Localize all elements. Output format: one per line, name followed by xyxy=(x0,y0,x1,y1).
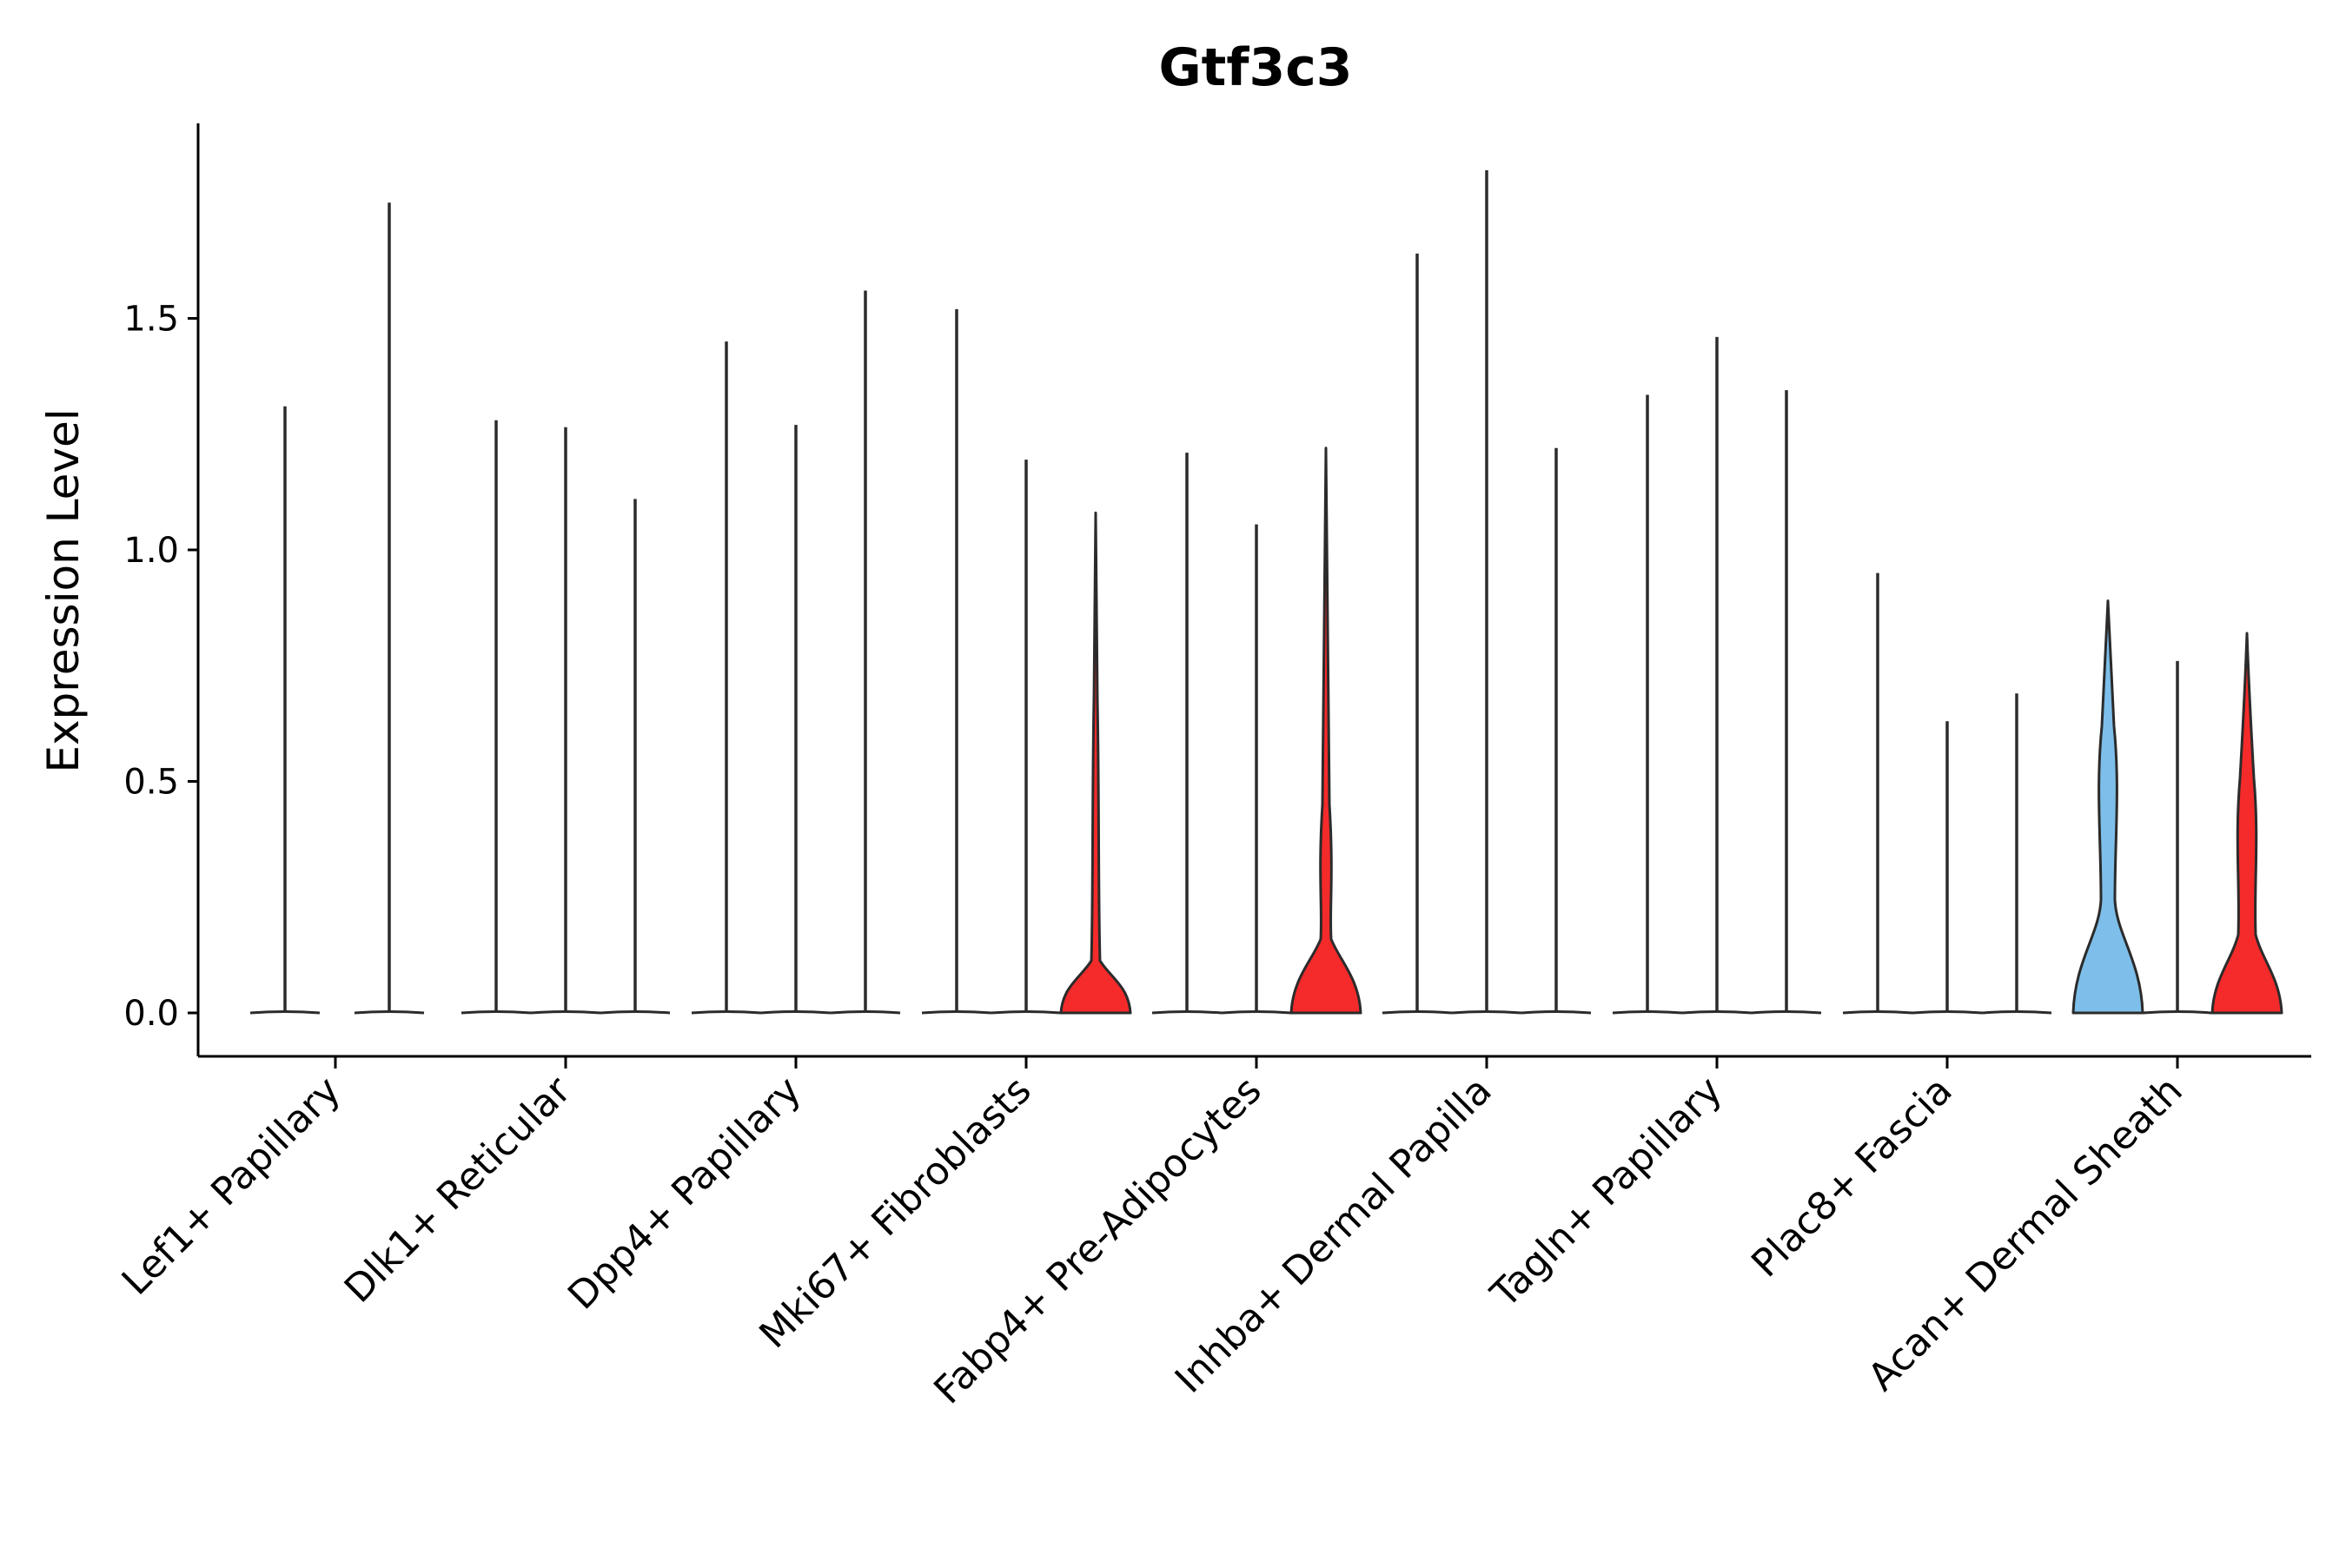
chart-title: Gtf3c3 xyxy=(1158,37,1352,98)
x-tick-label: Lef1+ Papillary xyxy=(114,1068,349,1304)
violin-group xyxy=(1151,447,1362,1015)
violin xyxy=(1059,511,1132,1015)
y-axis-label: Expression Level xyxy=(38,408,89,772)
x-tick-label: Dpp4+ Papillary xyxy=(560,1068,810,1319)
violin-group xyxy=(249,202,425,1015)
violin xyxy=(2210,632,2283,1015)
y-tick-label: 0.5 xyxy=(123,763,179,803)
violin-group xyxy=(691,290,901,1015)
x-tick-label: Plac8+ Fascia xyxy=(1743,1068,1961,1287)
violin xyxy=(2071,599,2144,1015)
x-tick-label: Dlk1+ Reticular xyxy=(336,1068,580,1312)
violin xyxy=(1289,447,1362,1015)
violin-group xyxy=(1612,336,1822,1015)
violin-group xyxy=(1842,572,2052,1015)
y-tick-label: 1.5 xyxy=(123,300,179,340)
y-tick-label: 1.0 xyxy=(123,531,179,571)
x-tick-label: Tagln+ Papillary xyxy=(1482,1068,1731,1317)
y-tick-label: 0.0 xyxy=(123,994,179,1034)
violin-group xyxy=(461,420,671,1015)
violin-group xyxy=(921,308,1132,1015)
violin-group xyxy=(2071,599,2283,1015)
violin-group xyxy=(1382,169,1592,1015)
